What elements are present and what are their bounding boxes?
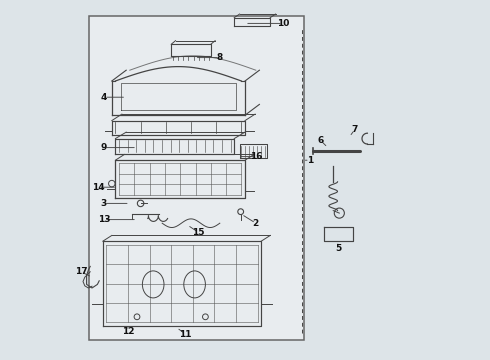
Text: 13: 13	[98, 215, 110, 224]
Text: 12: 12	[122, 327, 134, 336]
Text: 7: 7	[352, 125, 358, 134]
Text: 15: 15	[192, 228, 204, 237]
Text: 2: 2	[253, 219, 259, 228]
Text: 3: 3	[101, 199, 107, 208]
Text: 17: 17	[75, 267, 88, 276]
Text: 5: 5	[335, 244, 341, 253]
Bar	[90, 16, 304, 340]
Text: 6: 6	[318, 136, 324, 145]
Text: 4: 4	[100, 93, 107, 102]
Text: 8: 8	[217, 53, 223, 62]
Text: 9: 9	[100, 143, 107, 152]
Text: 1: 1	[307, 156, 313, 165]
Text: 10: 10	[277, 19, 289, 28]
Text: 14: 14	[92, 183, 104, 192]
Text: 11: 11	[179, 330, 192, 338]
Text: 16: 16	[249, 152, 262, 161]
